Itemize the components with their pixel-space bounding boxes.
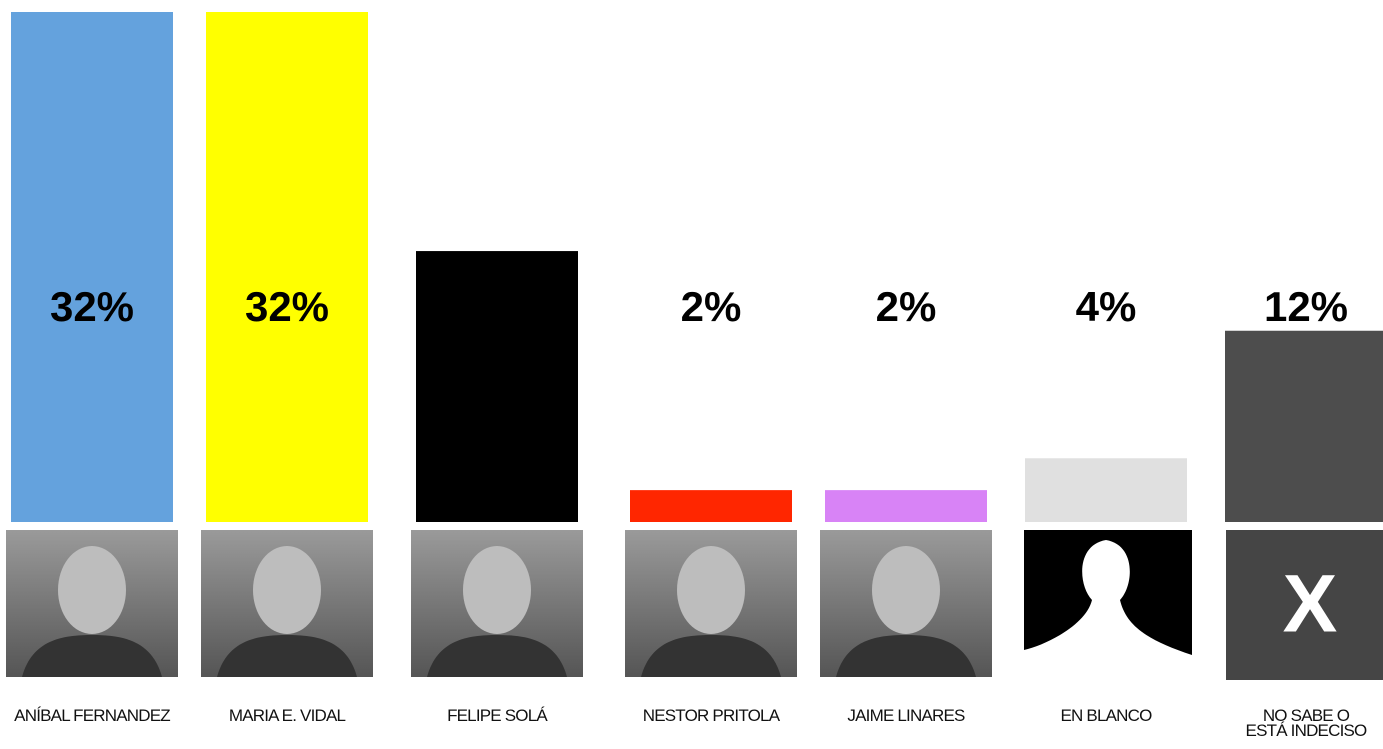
category-label: EN BLANCO bbox=[1006, 708, 1206, 723]
icon-label: X bbox=[1283, 559, 1338, 650]
photo-face bbox=[253, 546, 321, 634]
bar bbox=[206, 12, 368, 522]
value-label: 32% bbox=[50, 283, 134, 330]
value-label: 4% bbox=[1076, 283, 1137, 330]
chart: 32% 32% 17% 2% 2% 4% 12% X ANÍBAL FERNANDEZMARI… bbox=[0, 0, 1383, 749]
bar bbox=[1225, 331, 1383, 522]
category-label: FELIPE SOLÁ bbox=[397, 708, 597, 723]
category-label: NESTOR PRITOLA bbox=[611, 708, 811, 723]
bar bbox=[1025, 458, 1187, 522]
category-label: MARIA E. VIDAL bbox=[187, 708, 387, 723]
category-label: ANÍBAL FERNANDEZ bbox=[0, 708, 192, 723]
photo-face bbox=[58, 546, 126, 634]
category-label: NO SABE O ESTÁ INDECISO bbox=[1206, 708, 1383, 738]
value-label: 2% bbox=[876, 283, 937, 330]
photo-face bbox=[872, 546, 940, 634]
value-label: 12% bbox=[1264, 283, 1348, 330]
category-label: JAIME LINARES bbox=[806, 708, 1006, 723]
chart-canvas: 32% 32% 17% 2% 2% 4% 12% X bbox=[0, 0, 1383, 749]
value-label: 2% bbox=[681, 283, 742, 330]
photo-face bbox=[463, 546, 531, 634]
bar bbox=[630, 490, 792, 522]
value-label: 32% bbox=[245, 283, 329, 330]
value-label: 17% bbox=[455, 283, 539, 330]
photo-face bbox=[677, 546, 745, 634]
bar bbox=[825, 490, 987, 522]
bar bbox=[11, 12, 173, 522]
